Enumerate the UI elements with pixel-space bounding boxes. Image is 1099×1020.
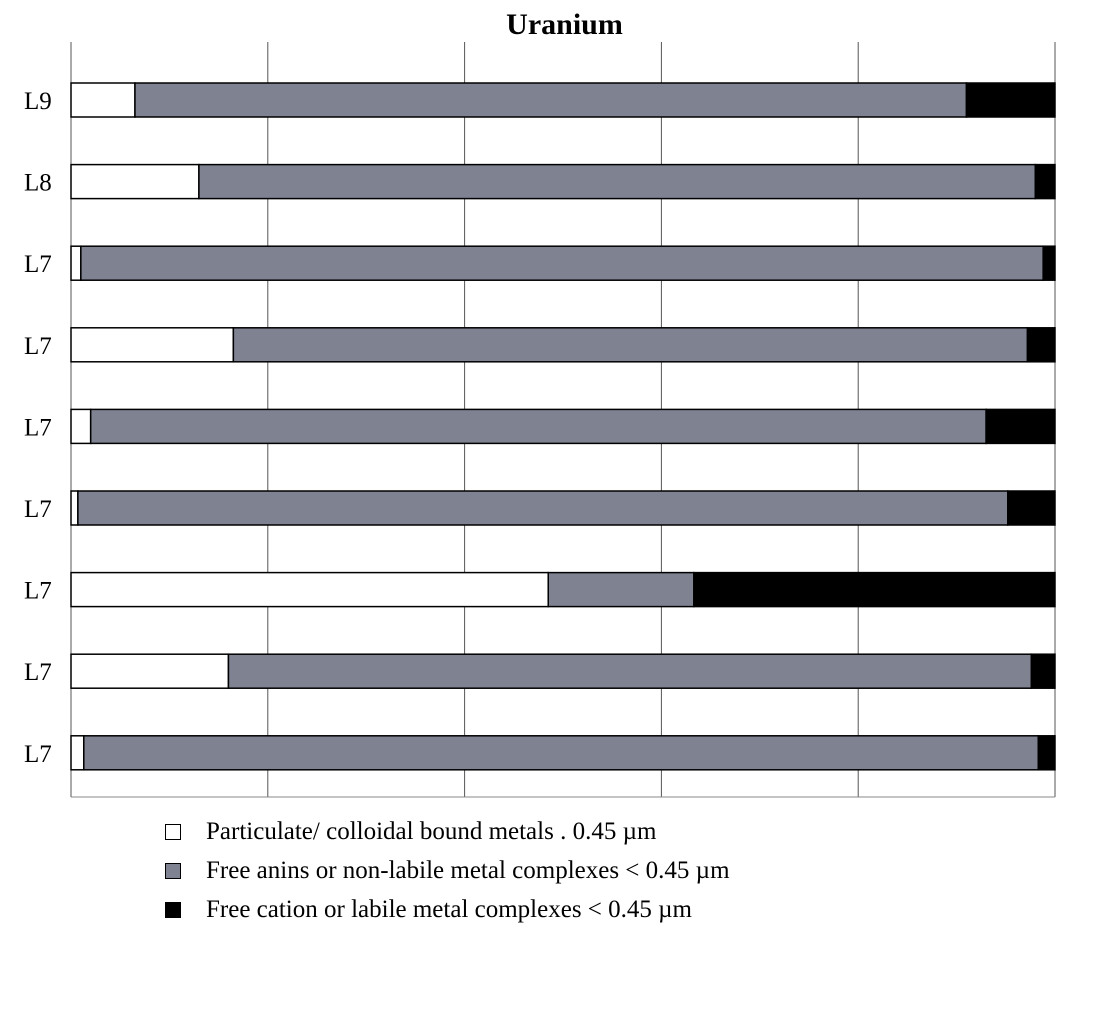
bar-segment [985,408,1056,445]
legend-swatch-free-anions [165,862,181,879]
bar-segment [198,163,1037,200]
legend-label-particulate: Particulate/ colloidal bound metals . 0.… [206,817,657,845]
legend-swatch-particulate [165,823,181,840]
bar-segment [70,82,136,118]
bar-segment [83,735,1040,771]
y-tick-label: L7 [24,659,52,686]
bar-segment [77,490,1009,526]
bar-segment [232,327,1029,363]
bar-segment [70,571,549,608]
y-tick-label: L7 [24,414,52,441]
bar-segment [965,82,1056,118]
bar-segment [693,571,1056,608]
y-tick-label: L7 [24,496,52,523]
legend-swatch-free-cation [165,901,181,918]
legend-item-free-anions: Free anins or non-labile metal complexes… [165,851,730,890]
bar-segment [1042,245,1056,281]
bar-segment [70,735,85,771]
y-tick-label: L7 [24,333,52,360]
bar-segment [70,653,230,689]
y-tick-label: L7 [24,578,52,605]
y-tick-label: L8 [24,170,52,197]
bar-segment [1007,490,1056,526]
y-tick-label: L7 [24,251,52,278]
bar-segment [80,245,1044,281]
bar-segment [70,245,82,281]
bar-segment [134,82,968,118]
bar-segment [1037,735,1056,771]
y-tick-label: L7 [24,741,52,768]
bar-segment [547,571,695,608]
bar-segment [70,163,200,200]
legend-item-free-cation: Free cation or labile metal complexes < … [165,890,730,929]
bar-segment [227,653,1033,689]
bar-segment [1030,653,1056,689]
bar-segment [70,327,235,363]
legend-label-free-cation: Free cation or labile metal complexes < … [206,895,692,923]
legend-item-particulate: Particulate/ colloidal bound metals . 0.… [165,812,730,851]
chart-title: Uranium [506,8,623,41]
bar-segment [1034,163,1056,200]
bar-segment [70,408,92,445]
bar-segment [70,490,79,526]
bar-segment [1026,327,1056,363]
legend-label-free-anions: Free anins or non-labile metal complexes… [206,856,730,884]
legend: Particulate/ colloidal bound metals . 0.… [165,812,730,929]
y-tick-label: L9 [24,88,52,115]
bar-segment [89,408,987,445]
